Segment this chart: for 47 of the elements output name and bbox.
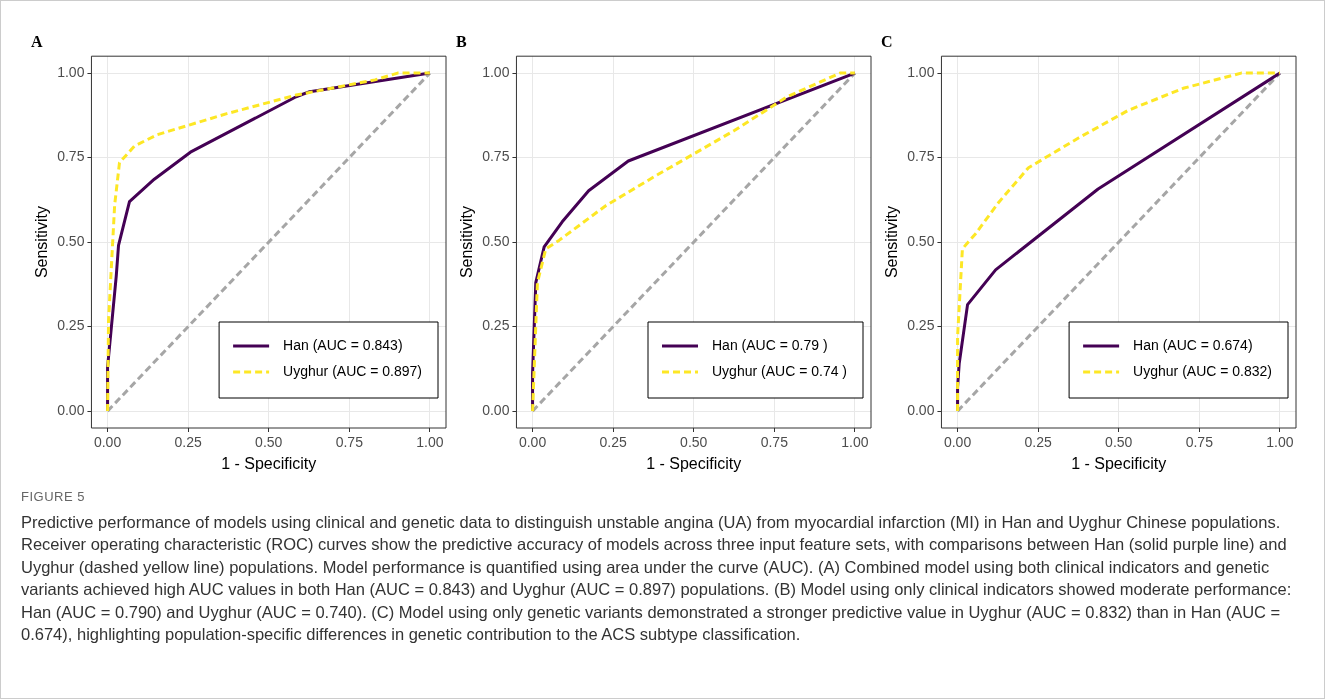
legend-label: Han (AUC = 0.843) <box>283 336 403 353</box>
x-tick-label: 0.75 <box>335 434 364 451</box>
y-tick-label: 0.50 <box>57 232 85 249</box>
x-tick-label: 1.00 <box>841 434 869 451</box>
legend-label: Han (AUC = 0.79 ) <box>712 336 828 353</box>
y-tick-label: 0.75 <box>482 148 510 165</box>
y-tick-label: 0.00 <box>482 401 510 418</box>
y-tick-label: 1.00 <box>57 63 85 80</box>
x-axis-title: 1 - Specificity <box>221 454 317 472</box>
x-tick-label: 0.25 <box>1024 434 1052 451</box>
y-tick-label: 0.00 <box>907 401 935 418</box>
text: Predictive performance of models using clinical and genetic data to distinguish unstable angina (UA) from myocardial infarction (MI) in Han and Uyghur Chinese populations. Receiver operating characteristic (ROC) curves show the predictive accuracy of models across three input feature sets, with comparisons between Han (solid purple line) and Uyghur (dashed yellow line) populations. Model performance is quantified using area under the curve (AUC). (A) Combined model using both clinical indicators and genetic variants achieved high AUC values in both Han (AUC = 0.843) and Uyghur (AUC = 0.897) populations. (B) Model using only clinical indicators showed moderate performance: Han (AUC = 0.790) and Uyghur (AUC = 0.740). (C) Model using only genetic variants demonstrated a stronger predictive value in Uyghur (AUC = 0.832) than in Han (AUC = 0.674), highlighting population-specific differences in genetic contribution to the ACS subtype classification. <box>21 511 1293 645</box>
x-tick-label: 1.00 <box>416 434 444 451</box>
chart-title: B <box>456 32 467 50</box>
y-axis-title: Sensitivity <box>458 206 476 279</box>
chart-title: A <box>31 32 43 50</box>
y-tick-label: 0.75 <box>57 148 85 165</box>
legend-label: Uyghur (AUC = 0.832) <box>1133 362 1273 379</box>
y-tick-label: 0.25 <box>57 317 85 334</box>
y-tick-label: 0.50 <box>482 232 510 249</box>
x-tick-label: 0.75 <box>760 434 789 451</box>
x-tick-label: 0.50 <box>1105 434 1133 451</box>
chart-title: C <box>881 32 893 50</box>
x-tick-label: 1.00 <box>1266 434 1294 451</box>
x-tick-label: 0.50 <box>680 434 708 451</box>
legend-label: Han (AUC = 0.674) <box>1133 336 1253 353</box>
y-axis-title: Sensitivity <box>883 206 901 279</box>
caption: FIGURE 5 <box>21 488 86 506</box>
x-tick-label: 0.00 <box>93 434 122 451</box>
y-tick-label: 1.00 <box>907 63 935 80</box>
y-tick-label: 0.25 <box>482 317 510 334</box>
x-axis-title: 1 - Specificity <box>1071 454 1167 472</box>
y-tick-label: 0.75 <box>907 148 935 165</box>
legend-label: Uyghur (AUC = 0.74 ) <box>712 362 847 379</box>
y-axis-title: Sensitivity <box>33 206 51 279</box>
x-axis-title: 1 - Specificity <box>646 454 742 472</box>
x-tick-label: 0.00 <box>518 434 547 451</box>
y-tick-label: 0.25 <box>907 317 935 334</box>
x-tick-label: 0.75 <box>1185 434 1214 451</box>
y-tick-label: 0.00 <box>57 401 85 418</box>
x-tick-label: 0.25 <box>599 434 627 451</box>
y-tick-label: 0.50 <box>907 232 935 249</box>
y-tick-label: 1.00 <box>482 63 510 80</box>
x-tick-label: 0.25 <box>174 434 202 451</box>
legend-label: Uyghur (AUC = 0.897) <box>283 362 423 379</box>
x-tick-label: 0.50 <box>255 434 283 451</box>
x-tick-label: 0.00 <box>943 434 972 451</box>
